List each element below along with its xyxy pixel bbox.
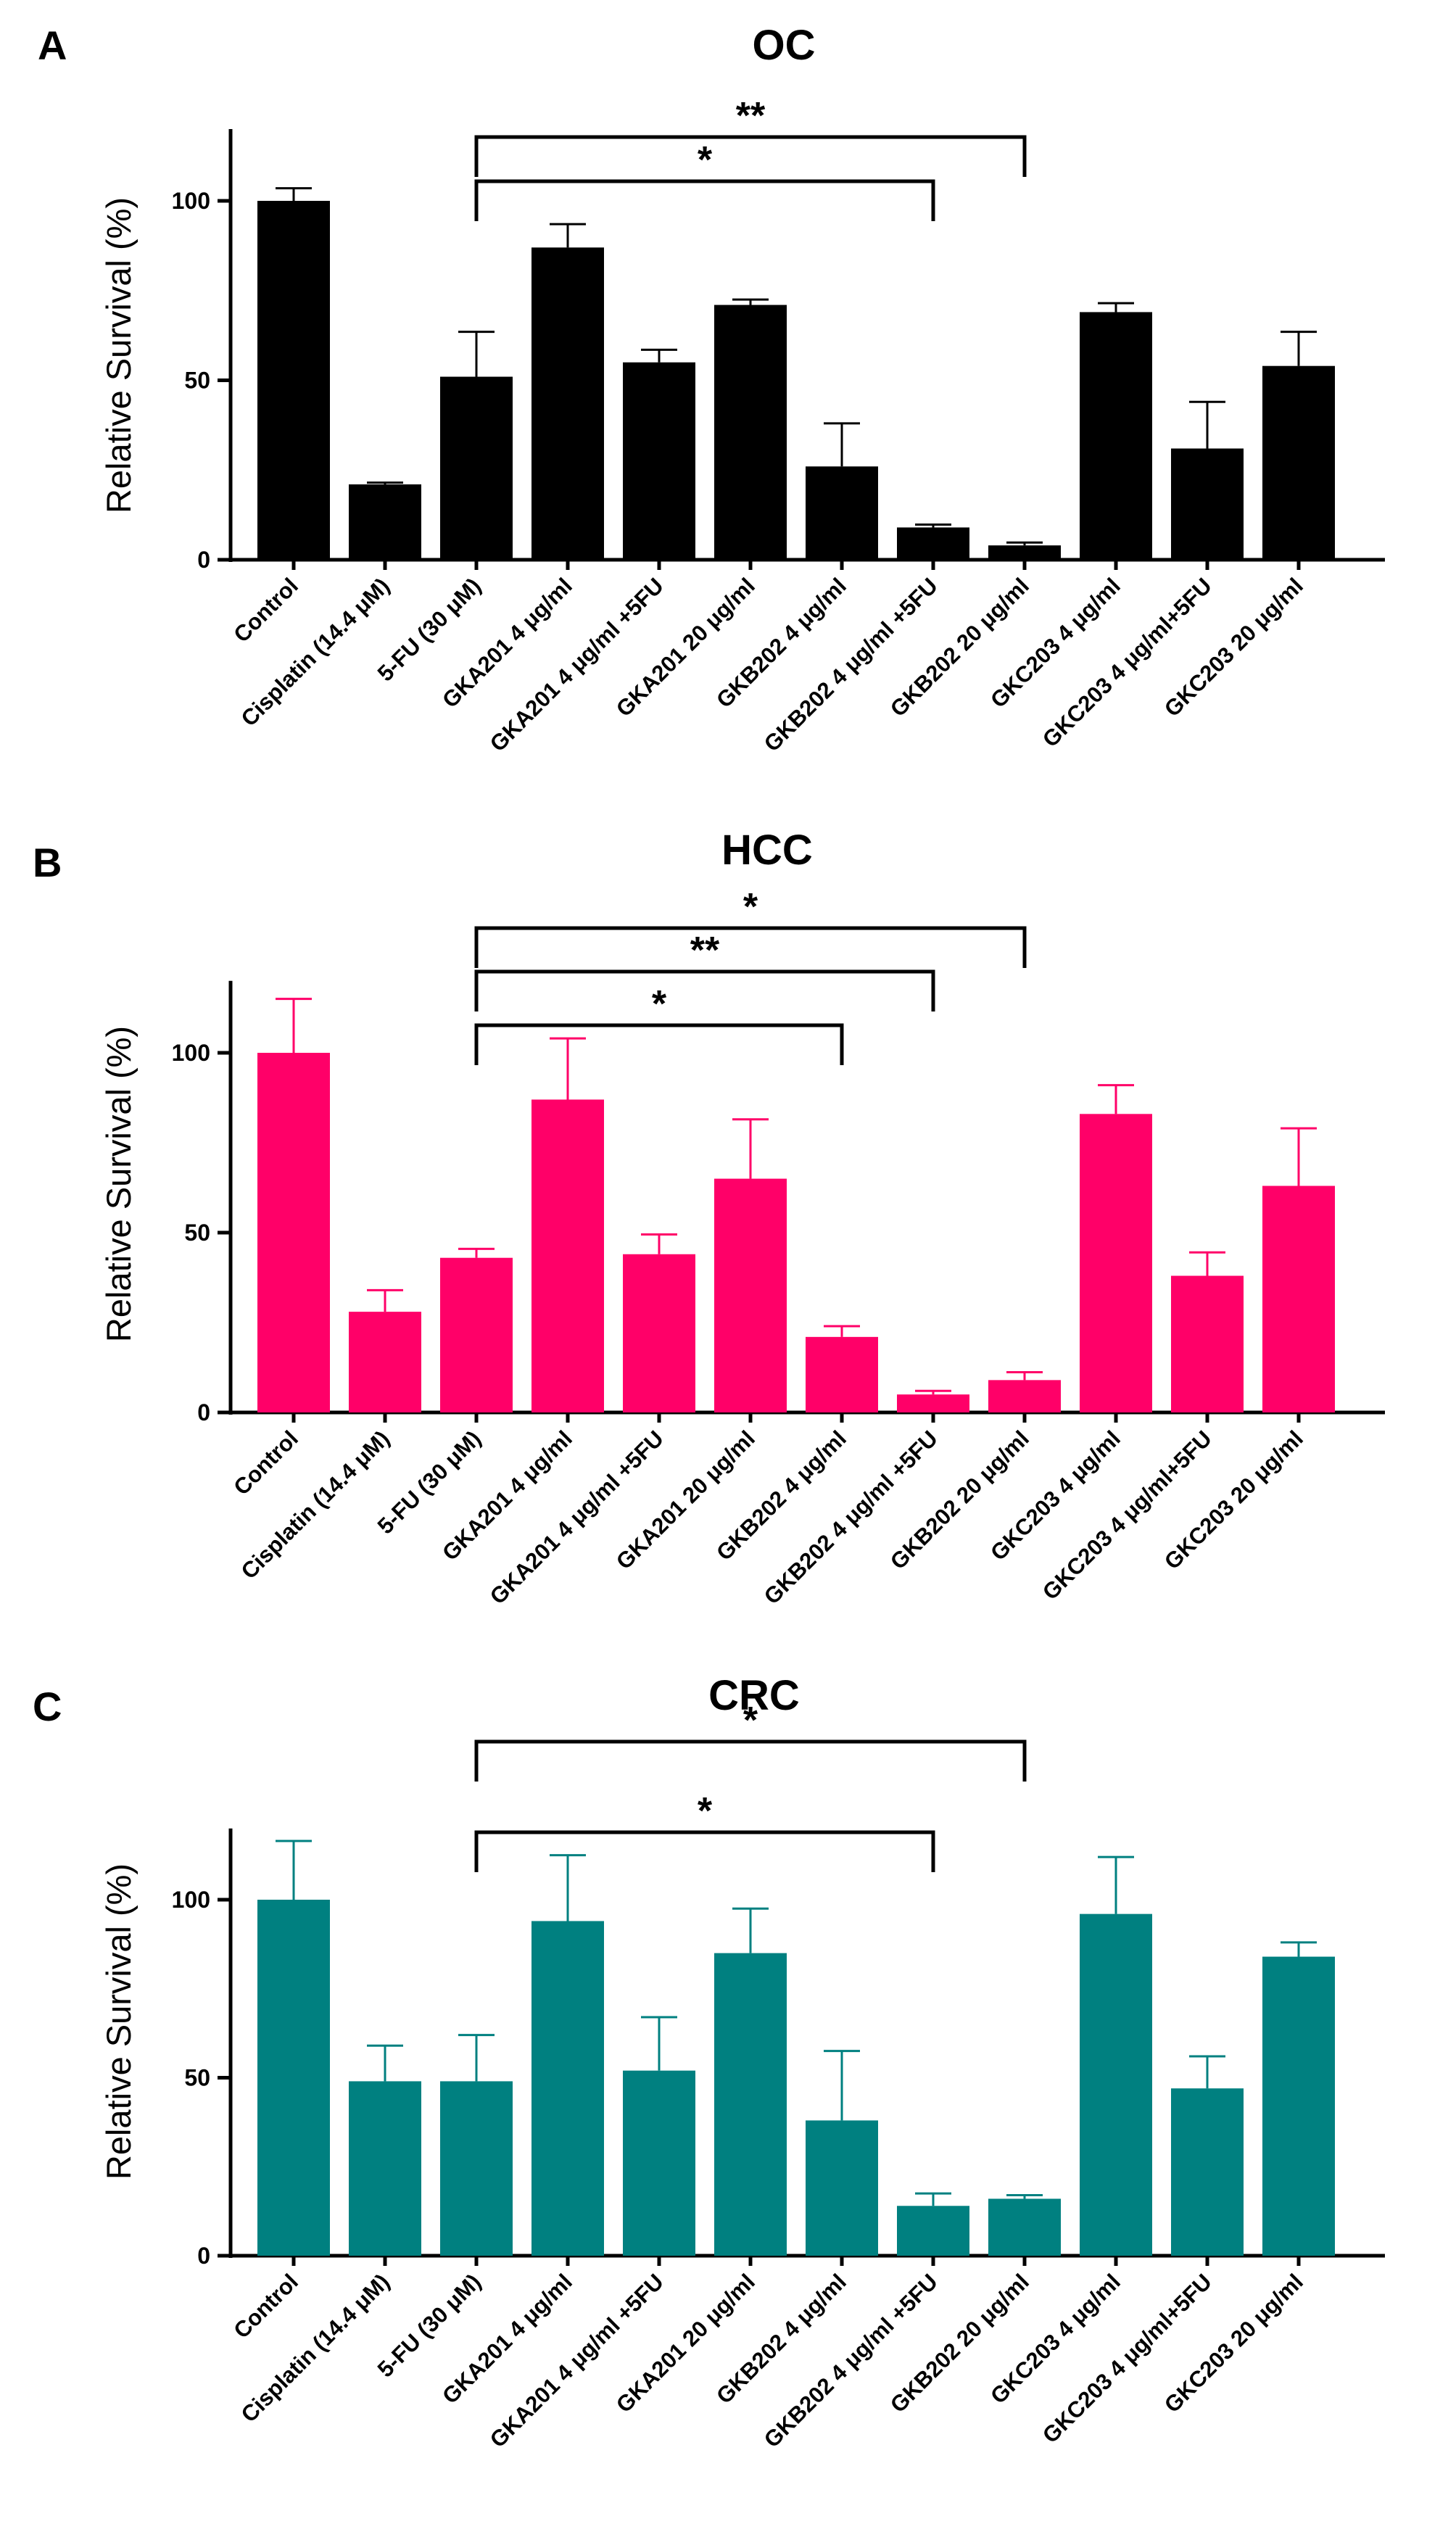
x-tick-label: GKB202 4 μg/ml +5FU xyxy=(759,2269,943,2452)
bar xyxy=(897,1394,969,1412)
bar xyxy=(531,1921,604,2256)
bar xyxy=(349,484,421,560)
panel-oc: A OC Relative Survival (%) 0 50 100 Control… xyxy=(38,22,1385,756)
bar xyxy=(257,1053,330,1412)
bar xyxy=(531,1099,604,1412)
y-tick-label: 0 xyxy=(197,2243,210,2269)
x-tick-label: GKC203 4 μg/ml+5FU xyxy=(1038,573,1217,752)
bar xyxy=(1171,1275,1244,1412)
x-tick-label: GKB202 4 μg/ml +5FU xyxy=(759,1426,943,1609)
y-tick-label: 0 xyxy=(197,547,210,573)
bar xyxy=(714,1178,787,1412)
bar xyxy=(1080,1114,1152,1412)
bar xyxy=(531,247,604,560)
x-tick-label: Control xyxy=(228,573,303,647)
significance-label: ** xyxy=(736,95,766,137)
bar xyxy=(440,376,513,560)
x-tick-label: Cisplatin (14.4 μM) xyxy=(236,573,394,731)
bar xyxy=(714,305,787,560)
x-tick-label: GKC203 4 μg/ml+5FU xyxy=(1038,1426,1217,1605)
panel-crc: C CRC Relative Survival (%) 0 50 100 Contro… xyxy=(33,1672,1385,2452)
significance-bracket xyxy=(474,969,935,1011)
significance-bracket xyxy=(474,135,1027,177)
bar xyxy=(988,545,1061,560)
y-tick-label: 50 xyxy=(184,2065,210,2091)
bar xyxy=(257,1900,330,2256)
y-tick-label: 100 xyxy=(172,188,210,214)
significance-label: * xyxy=(652,983,667,1025)
x-tick-label: GKA201 4 μg/ml +5FU xyxy=(485,573,669,756)
x-tick-label: GKA201 4 μg/ml +5FU xyxy=(485,1426,669,1609)
panel-hcc: B HCC Relative Survival (%) 0 50 100 Contro… xyxy=(33,827,1385,1609)
bar xyxy=(806,1336,878,1412)
panel-letter-a: A xyxy=(38,22,67,68)
bar xyxy=(1080,312,1152,560)
panel-title-oc: OC xyxy=(753,22,816,69)
panel-letter-c: C xyxy=(33,1684,62,1729)
y-axis-label-crc: Relative Survival (%) xyxy=(99,1863,138,2180)
bar xyxy=(1171,2088,1244,2256)
bar xyxy=(806,2120,878,2256)
significance-label: * xyxy=(698,139,713,181)
significance-bracket xyxy=(474,1023,844,1065)
significance-label: * xyxy=(698,1790,713,1832)
panel-title-hcc: HCC xyxy=(721,827,813,874)
bar xyxy=(440,1257,513,1412)
y-tick-label: 50 xyxy=(184,368,210,394)
significance-bracket xyxy=(474,1830,935,1872)
bar xyxy=(1262,1186,1335,1412)
bar xyxy=(806,466,878,560)
y-tick-label: 0 xyxy=(197,1399,210,1426)
y-axis-label-oc: Relative Survival (%) xyxy=(99,197,138,513)
y-axis-label-hcc: Relative Survival (%) xyxy=(99,1026,138,1342)
bar xyxy=(349,1312,421,1412)
significance-label: * xyxy=(743,1700,758,1742)
bar xyxy=(897,2206,969,2256)
significance-bracket xyxy=(474,179,935,221)
bar xyxy=(1262,365,1335,560)
x-tick-label: Cisplatin (14.4 μM) xyxy=(236,1426,394,1584)
bar xyxy=(440,2081,513,2256)
bar xyxy=(257,201,330,560)
bar xyxy=(623,1254,695,1412)
bar xyxy=(988,1380,1061,1412)
x-tick-label: GKA201 4 μg/ml +5FU xyxy=(485,2269,669,2452)
bar xyxy=(897,527,969,560)
bar xyxy=(349,2081,421,2256)
y-tick-label: 100 xyxy=(172,1040,210,1066)
bar xyxy=(1171,448,1244,560)
panel-letter-b: B xyxy=(33,840,62,885)
significance-label: ** xyxy=(690,930,720,972)
bar xyxy=(1080,1913,1152,2256)
bar xyxy=(623,362,695,560)
y-tick-label: 50 xyxy=(184,1220,210,1246)
significance-bracket xyxy=(474,926,1027,968)
bar xyxy=(1262,1956,1335,2256)
bar xyxy=(714,1953,787,2256)
y-tick-label: 100 xyxy=(172,1887,210,1913)
x-tick-label: GKC203 4 μg/ml+5FU xyxy=(1038,2269,1217,2448)
x-tick-label: GKB202 4 μg/ml +5FU xyxy=(759,573,943,756)
panel-title-crc: CRC xyxy=(708,1672,800,1719)
x-tick-label: Control xyxy=(228,2269,303,2343)
bar xyxy=(988,2198,1061,2256)
x-tick-label: Control xyxy=(228,1426,303,1500)
significance-bracket xyxy=(474,1739,1027,1782)
bar xyxy=(623,2070,695,2256)
significance-label: * xyxy=(743,886,758,928)
x-tick-label: Cisplatin (14.4 μM) xyxy=(236,2269,394,2427)
